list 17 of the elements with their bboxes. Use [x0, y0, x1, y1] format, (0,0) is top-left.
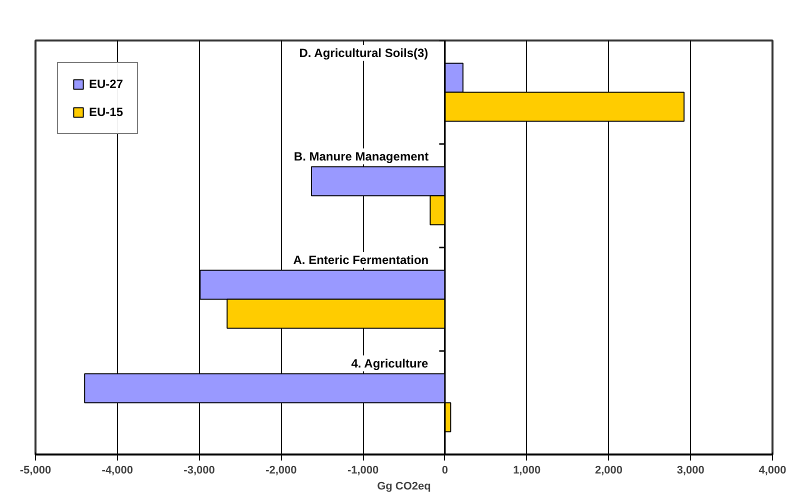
x-tick-label: 3,000 [676, 464, 704, 476]
legend-label: EU-15 [89, 105, 124, 119]
y-tick-label: B. Manure Management [294, 149, 429, 164]
y-tick-label: D. Agricultural Soils(3) [299, 46, 428, 60]
x-tick-label: -4,000 [102, 464, 133, 476]
x-tick-label: -2,000 [266, 464, 297, 476]
x-tick-label: -3,000 [184, 464, 215, 476]
y-tick-label: A. Enteric Fermentation [293, 252, 429, 267]
x-tick-label: -1,000 [347, 464, 379, 476]
x-tick-label: 2,000 [594, 464, 622, 476]
x-tick-label: 0 [442, 464, 448, 476]
legend-label: EU-27 [89, 77, 124, 91]
x-tick-label: 4,000 [758, 464, 786, 476]
y-tick-label: 4. Agriculture [351, 356, 428, 370]
x-axis-title: Gg CO2eq [377, 480, 431, 492]
x-tick-label: 1,000 [513, 464, 541, 476]
x-tick-label: -5,000 [20, 464, 52, 476]
